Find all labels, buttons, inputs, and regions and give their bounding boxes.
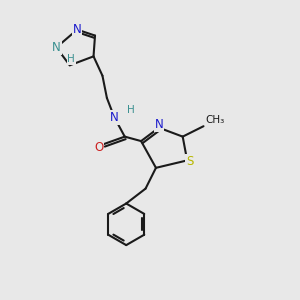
Text: S: S	[186, 155, 194, 168]
Text: N: N	[52, 41, 61, 54]
Text: CH₃: CH₃	[205, 115, 224, 125]
Text: N: N	[154, 118, 163, 131]
Text: N: N	[73, 23, 82, 36]
Text: H: H	[68, 54, 75, 64]
Text: H: H	[127, 105, 135, 115]
Text: N: N	[110, 111, 119, 124]
Text: O: O	[94, 140, 103, 154]
